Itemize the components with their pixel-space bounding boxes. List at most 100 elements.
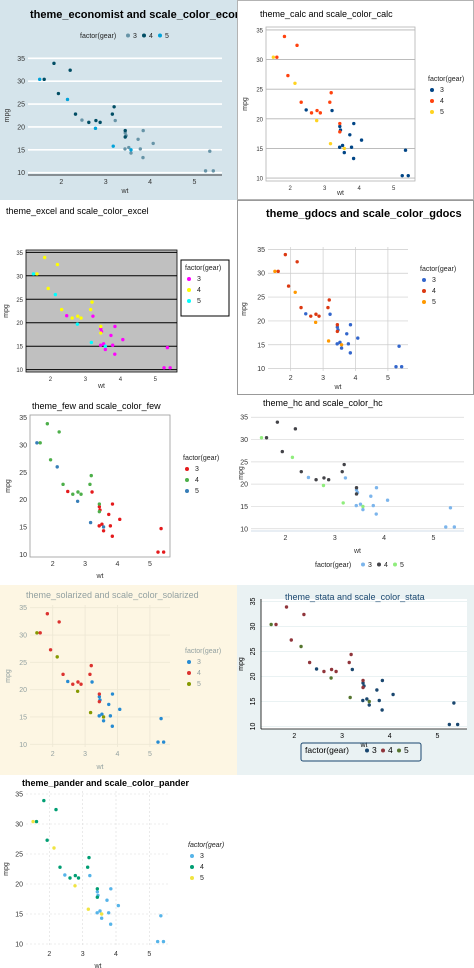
data-point-gear-3 [65,313,69,318]
data-point-gear-3 [352,121,356,126]
legend-key-3 [361,562,365,567]
y-tick-label: 10 [257,366,265,373]
x-tick-label: 3 [83,561,87,568]
data-point-gear-4 [327,298,331,302]
x-tick-label: 5 [148,751,152,758]
data-point-gear-3 [399,365,404,369]
y-tick-label: 15 [19,524,27,531]
y-tick-label: 25 [240,459,248,466]
y-tick-label: 30 [15,822,23,829]
data-point-gear-4 [43,255,47,260]
x-tick-label: 2 [289,375,293,382]
data-point-gear-3 [304,108,308,112]
legend-label-4: 4 [432,288,436,295]
y-axis-label: mpg [3,862,10,876]
y-tick-label: 35 [257,247,265,254]
data-point-gear-4 [42,77,46,82]
x-tick-label: 2 [51,561,55,568]
data-point-gear-4 [338,121,342,126]
data-point-gear-4 [48,648,53,652]
plot-background [26,250,177,372]
data-point-gear-3 [356,336,360,340]
x-tick-label: 4 [357,186,361,192]
x-axis-label: wt [334,384,342,391]
legend-box [300,742,422,762]
data-point-gear-3 [374,512,378,516]
legend-key-4 [430,99,434,103]
legend-label-5: 5 [440,109,444,116]
x-tick-label: 2 [51,751,55,758]
data-point-gear-4 [52,61,56,66]
data-point-gear-3 [168,366,172,370]
data-point-gear-3 [377,698,381,703]
legend-label-5: 5 [197,298,201,305]
data-point-gear-3 [108,922,113,926]
y-tick-label: 20 [257,318,265,325]
data-point-gear-3 [161,550,166,554]
chart-panel-few: 2 3 4 5 10 15 20 25 30 35 wt mpg theme_few and scale… [0,395,237,585]
data-point-gear-4 [45,612,50,616]
data-point-gear-4 [88,672,92,677]
data-point-gear-5 [73,884,77,888]
data-point-gear-4 [99,324,103,329]
data-point-gear-4 [71,492,75,496]
data-point-gear-3 [448,506,453,510]
y-tick-label: 15 [240,504,248,511]
y-tick-label: 35 [256,28,263,34]
legend-label-4: 4 [440,98,444,105]
y-tick-label: 20 [19,687,27,694]
y-tick-label: 10 [19,742,27,749]
chart-title: theme_excel and scale_color_excel [6,206,149,216]
data-point-gear-3 [108,714,113,718]
data-point-gear-4 [57,430,61,434]
data-point-gear-4 [94,118,98,123]
data-point-gear-4 [71,682,75,686]
data-point-gear-3 [359,138,364,142]
legend-title: factor(gear) [183,455,219,462]
data-point-gear-3 [335,342,339,346]
data-point-gear-3 [455,722,460,727]
y-tick-label: 30 [19,633,27,640]
y-tick-label: 20 [250,673,257,681]
x-tick-label: 5 [435,733,439,740]
chart-panel-solarized: 2 3 4 5 10 15 20 25 30 35 wt mpg theme_solarized and… [0,585,237,775]
legend-key-3 [422,278,426,282]
data-point-gear-3 [107,702,111,707]
data-point-gear-5 [269,622,273,627]
data-point-gear-4 [280,449,285,454]
y-tick-label: 10 [17,170,25,177]
data-point-gear-4 [38,631,42,635]
data-point-gear-3 [339,346,344,350]
chart-title: theme_calc and scale_color_calc [260,9,393,19]
legend-key-3 [126,33,130,38]
data-point-gear-3 [211,169,215,173]
data-point-gear-3 [109,333,113,338]
data-point-gear-4 [87,120,91,125]
x-tick-label: 4 [382,535,386,542]
data-point-gear-5 [321,483,326,488]
legend-label-5: 5 [200,875,204,882]
data-point-gear-3 [136,137,140,141]
x-tick-label: 4 [148,179,152,186]
y-tick-label: 25 [257,295,265,302]
y-tick-label: 15 [250,698,257,706]
data-point-gear-4 [322,476,326,480]
legend-key-5 [397,748,401,753]
data-point-gear-4 [76,876,81,880]
data-point-gear-3 [365,697,369,701]
data-point-gear-4 [318,111,323,115]
data-point-gear-3 [113,324,117,329]
data-point-gear-4 [354,486,359,490]
data-point-gear-3 [165,345,170,350]
data-point-gear-3 [337,145,342,149]
data-point-gear-3 [98,343,103,347]
data-point-gear-4 [299,305,303,310]
legend-label-5: 5 [165,33,169,40]
legend-label-4: 4 [197,670,201,677]
x-tick-label: 3 [83,751,87,758]
data-point-gear-3 [397,344,401,348]
